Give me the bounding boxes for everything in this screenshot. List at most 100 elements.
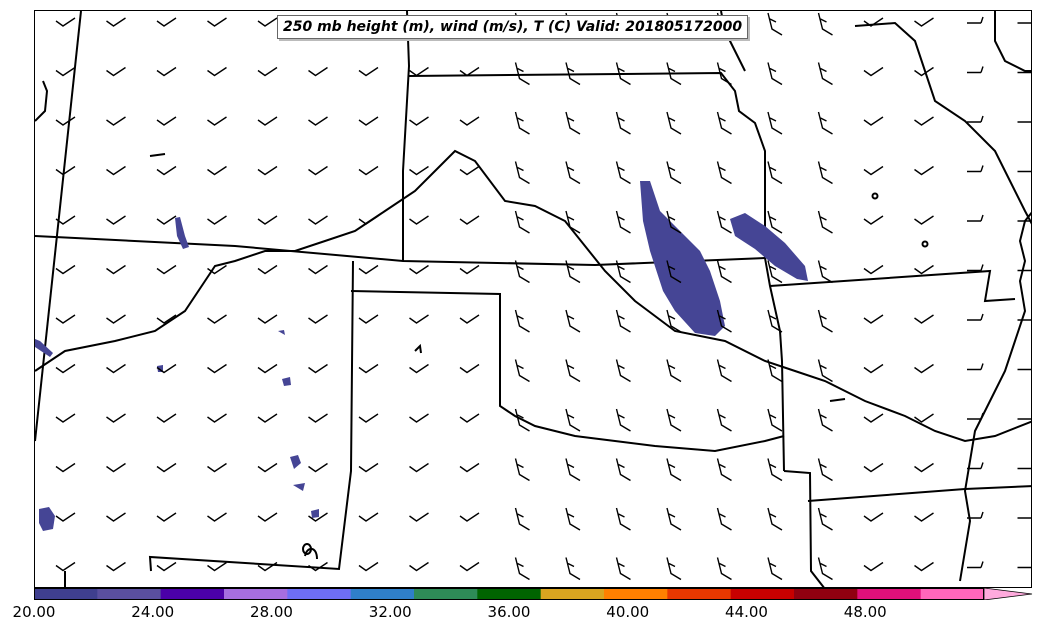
wind-barb bbox=[666, 507, 682, 531]
wind-barb bbox=[55, 314, 76, 324]
wind-barb bbox=[967, 165, 984, 173]
wind-barb bbox=[308, 165, 328, 176]
wind-barb bbox=[106, 314, 126, 324]
wind-barb bbox=[565, 62, 581, 86]
wind-barb bbox=[409, 165, 429, 176]
wind-barb bbox=[409, 512, 429, 522]
wind-barb bbox=[914, 17, 934, 27]
colorbar-segment bbox=[667, 588, 732, 600]
wind-barb bbox=[257, 215, 278, 225]
wind-barb bbox=[565, 309, 581, 333]
wind-barb bbox=[666, 260, 682, 284]
wind-barb bbox=[767, 557, 783, 581]
wind-barb bbox=[914, 116, 934, 126]
wind-barb bbox=[409, 215, 429, 225]
wind-barb bbox=[716, 359, 732, 383]
wind-barb bbox=[207, 462, 227, 473]
wind-barb bbox=[863, 165, 884, 176]
wind-barb bbox=[207, 363, 227, 374]
wind-barb bbox=[55, 17, 76, 27]
wind-barb bbox=[1017, 418, 1031, 420]
wind-barb bbox=[409, 413, 429, 423]
wind-barb bbox=[914, 264, 934, 275]
temperature-fill-region bbox=[35, 339, 53, 357]
boundary-line bbox=[35, 235, 766, 267]
temperature-fill-region bbox=[290, 455, 301, 469]
wind-barb bbox=[716, 408, 732, 432]
wind-barb bbox=[767, 111, 783, 135]
wind-barb bbox=[666, 62, 682, 86]
wind-barb bbox=[565, 507, 581, 531]
wind-barb bbox=[967, 462, 984, 470]
colorbar-segment bbox=[350, 588, 415, 600]
wind-barb bbox=[409, 314, 429, 324]
wind-barb bbox=[156, 314, 177, 324]
colorbar-tick-label: 24.00 bbox=[131, 603, 175, 621]
wind-barb bbox=[716, 161, 732, 185]
wind-barb bbox=[308, 66, 328, 77]
wind-barb bbox=[863, 314, 884, 324]
wind-barb bbox=[409, 561, 429, 572]
wind-barb bbox=[459, 264, 480, 275]
wind-barb bbox=[514, 458, 530, 482]
wind-barb bbox=[106, 17, 126, 27]
wind-barb bbox=[817, 210, 833, 234]
boundary-line bbox=[414, 343, 422, 354]
wind-barb bbox=[257, 165, 278, 176]
wind-barb bbox=[767, 507, 783, 531]
wind-barb bbox=[615, 161, 631, 185]
boundary-line bbox=[148, 260, 354, 572]
wind-barb bbox=[767, 12, 783, 36]
wind-barb bbox=[106, 165, 126, 176]
wind-barb bbox=[666, 557, 682, 581]
wind-barb bbox=[257, 116, 278, 126]
wind-barb bbox=[514, 260, 530, 284]
wind-barb bbox=[914, 462, 934, 473]
wind-barb bbox=[863, 462, 884, 473]
wind-barb bbox=[666, 408, 682, 432]
wind-barb bbox=[767, 408, 783, 432]
boundary-line bbox=[854, 21, 1031, 225]
wind-barb bbox=[156, 561, 177, 572]
wind-barb bbox=[55, 215, 76, 225]
wind-barb bbox=[565, 210, 581, 234]
wind-barb bbox=[1017, 121, 1031, 123]
wind-barb bbox=[358, 215, 379, 225]
temperature-contours bbox=[35, 181, 808, 531]
wind-barb bbox=[308, 413, 328, 423]
wind-barb bbox=[817, 62, 833, 86]
wind-barb bbox=[967, 511, 984, 519]
wind-barb bbox=[409, 66, 429, 77]
wind-barb bbox=[1017, 269, 1031, 272]
wind-barb bbox=[716, 507, 732, 531]
wind-barb bbox=[207, 66, 227, 77]
colorbar-outline bbox=[34, 588, 984, 600]
wind-barb bbox=[257, 66, 278, 77]
wind-barb bbox=[1017, 566, 1031, 569]
wind-barb bbox=[615, 359, 631, 383]
boundary-line bbox=[350, 290, 785, 453]
colorbar-tick-label: 20.00 bbox=[12, 603, 56, 621]
wind-barb bbox=[308, 116, 328, 126]
boundary-line bbox=[35, 149, 1031, 443]
wind-barb bbox=[716, 260, 732, 284]
wind-barb bbox=[156, 363, 177, 374]
wind-barb bbox=[615, 210, 631, 234]
wind-barb bbox=[565, 359, 581, 383]
wind-barb bbox=[308, 264, 328, 275]
wind-barb bbox=[156, 17, 177, 27]
wind-barb bbox=[967, 313, 984, 321]
wind-barb bbox=[914, 363, 934, 374]
wind-barb bbox=[55, 512, 76, 522]
wind-barb bbox=[615, 507, 631, 531]
wind-barb bbox=[358, 264, 379, 275]
wind-barb bbox=[1017, 368, 1031, 371]
boundary-line bbox=[959, 211, 1031, 582]
wind-barb bbox=[967, 363, 984, 371]
wind-barb bbox=[767, 62, 783, 86]
boundary-line bbox=[769, 269, 1016, 303]
wind-barb bbox=[514, 111, 530, 135]
wind-barb bbox=[767, 359, 783, 383]
wind-barb bbox=[914, 561, 934, 572]
colorbar-segment bbox=[730, 588, 795, 600]
